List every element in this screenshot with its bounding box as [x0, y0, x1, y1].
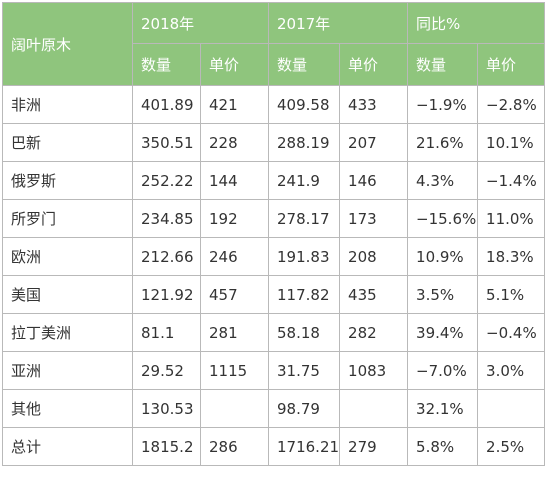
table-cell: 31.75: [267, 351, 341, 390]
table-cell: 3.5%: [407, 275, 479, 314]
table-cell: 10.9%: [407, 237, 479, 276]
subheader-quantity: 数量: [407, 43, 479, 86]
table-cell: 81.1: [132, 313, 201, 352]
region-cell: 美国: [2, 275, 133, 314]
table-cell: 121.92: [132, 275, 201, 314]
header-row-years: 阔叶原木 2018年 2017年 同比%: [2, 2, 546, 86]
subheader-quantity: 数量: [132, 43, 201, 86]
table-cell: 117.82: [267, 275, 341, 314]
table-cell: 282: [339, 313, 409, 352]
table-row: 欧洲 212.66 246 191.83 208 10.9% 18.3%: [2, 237, 546, 276]
table-cell: 4.3%: [407, 161, 479, 200]
table-cell: 279: [339, 427, 409, 466]
table-cell: 3.0%: [477, 351, 546, 390]
table-cell: 457: [200, 275, 269, 314]
table-cell: 401.89: [132, 85, 201, 124]
table-cell: −0.4%: [477, 313, 546, 352]
table-cell: 435: [339, 275, 409, 314]
table-cell: 5.1%: [477, 275, 546, 314]
region-cell: 俄罗斯: [2, 161, 133, 200]
table-cell: 281: [200, 313, 269, 352]
table-cell: 433: [339, 85, 409, 124]
table-cell: 241.9: [267, 161, 341, 200]
table-cell: 208: [339, 237, 409, 276]
subheader-price: 单价: [477, 43, 546, 86]
table-row: 其他 130.53 98.79 32.1%: [2, 389, 546, 428]
header-row-metrics: 数量 单价 数量 单价 数量 单价: [3, 43, 546, 86]
subheader-price: 单价: [339, 43, 409, 86]
table-row: 亚洲 29.52 1115 31.75 1083 −7.0% 3.0%: [2, 351, 546, 390]
table-row: 俄罗斯 252.22 144 241.9 146 4.3% −1.4%: [2, 161, 546, 200]
table-cell: 1716.21: [267, 427, 341, 466]
table-cell: 1115: [200, 351, 269, 390]
table-row: 美国 121.92 457 117.82 435 3.5% 5.1%: [2, 275, 546, 314]
region-cell: 非洲: [2, 85, 133, 124]
table-cell: 1815.2: [132, 427, 201, 466]
table-cell: 144: [200, 161, 269, 200]
region-cell: 亚洲: [2, 351, 133, 390]
table-cell: −2.8%: [477, 85, 546, 124]
table-row: 拉丁美洲 81.1 281 58.18 282 39.4% −0.4%: [2, 313, 546, 352]
table-cell: 421: [200, 85, 269, 124]
table-row: 非洲 401.89 421 409.58 433 −1.9% −2.8%: [2, 85, 546, 124]
region-cell: 所罗门: [2, 199, 133, 238]
table-row: 巴新 350.51 228 288.19 207 21.6% 10.1%: [2, 123, 546, 162]
table-cell: 2.5%: [477, 427, 546, 466]
table-cell: 10.1%: [477, 123, 546, 162]
table-cell: 21.6%: [407, 123, 479, 162]
table-cell: 58.18: [267, 313, 341, 352]
region-cell: 总计: [2, 427, 133, 466]
table-cell: 286: [200, 427, 269, 466]
table-cell: [477, 389, 546, 428]
table-cell: 350.51: [132, 123, 201, 162]
group-header-2018: 2018年: [132, 2, 269, 44]
table-cell: 212.66: [132, 237, 201, 276]
table-row: 总计 1815.2 286 1716.21 279 5.8% 2.5%: [2, 427, 546, 466]
table-body: 非洲 401.89 421 409.58 433 −1.9% −2.8% 巴新 350.51 22…: [2, 85, 546, 466]
table-cell: [339, 389, 409, 428]
table-cell: 278.17: [267, 199, 341, 238]
subheader-price: 单价: [200, 43, 269, 86]
table-cell: 234.85: [132, 199, 201, 238]
table-cell: 173: [339, 199, 409, 238]
table-cell: 409.58: [267, 85, 341, 124]
table-cell: 29.52: [132, 351, 201, 390]
table-cell: −1.4%: [477, 161, 546, 200]
table-cell: 288.19: [267, 123, 341, 162]
table-cell: 11.0%: [477, 199, 546, 238]
table-cell: [200, 389, 269, 428]
table-cell: 1083: [339, 351, 409, 390]
timber-import-table: 阔叶原木 2018年 2017年 同比% 数量 单价 数量 单价 数量 单价 非…: [2, 2, 546, 466]
table-cell: 5.8%: [407, 427, 479, 466]
table-cell: −7.0%: [407, 351, 479, 390]
table-cell: −15.6%: [407, 199, 479, 238]
table-cell: 130.53: [132, 389, 201, 428]
group-header-2017: 2017年: [267, 2, 409, 44]
corner-label: 阔叶原木: [2, 2, 133, 86]
table-cell: 146: [339, 161, 409, 200]
region-cell: 其他: [2, 389, 133, 428]
table-row: 所罗门 234.85 192 278.17 173 −15.6% 11.0%: [2, 199, 546, 238]
region-cell: 拉丁美洲: [2, 313, 133, 352]
table-cell: 18.3%: [477, 237, 546, 276]
table-cell: 39.4%: [407, 313, 479, 352]
region-cell: 巴新: [2, 123, 133, 162]
subheader-quantity: 数量: [267, 43, 341, 86]
table-cell: 98.79: [267, 389, 341, 428]
table-cell: 191.83: [267, 237, 341, 276]
table-cell: 228: [200, 123, 269, 162]
group-header-yoy: 同比%: [407, 2, 546, 44]
table-cell: 252.22: [132, 161, 201, 200]
region-cell: 欧洲: [2, 237, 133, 276]
table-cell: 32.1%: [407, 389, 479, 428]
table-cell: 207: [339, 123, 409, 162]
table-cell: 246: [200, 237, 269, 276]
table-cell: 192: [200, 199, 269, 238]
table-header: 阔叶原木 2018年 2017年 同比% 数量 单价 数量 单价 数量 单价: [2, 2, 546, 86]
table-cell: −1.9%: [407, 85, 479, 124]
